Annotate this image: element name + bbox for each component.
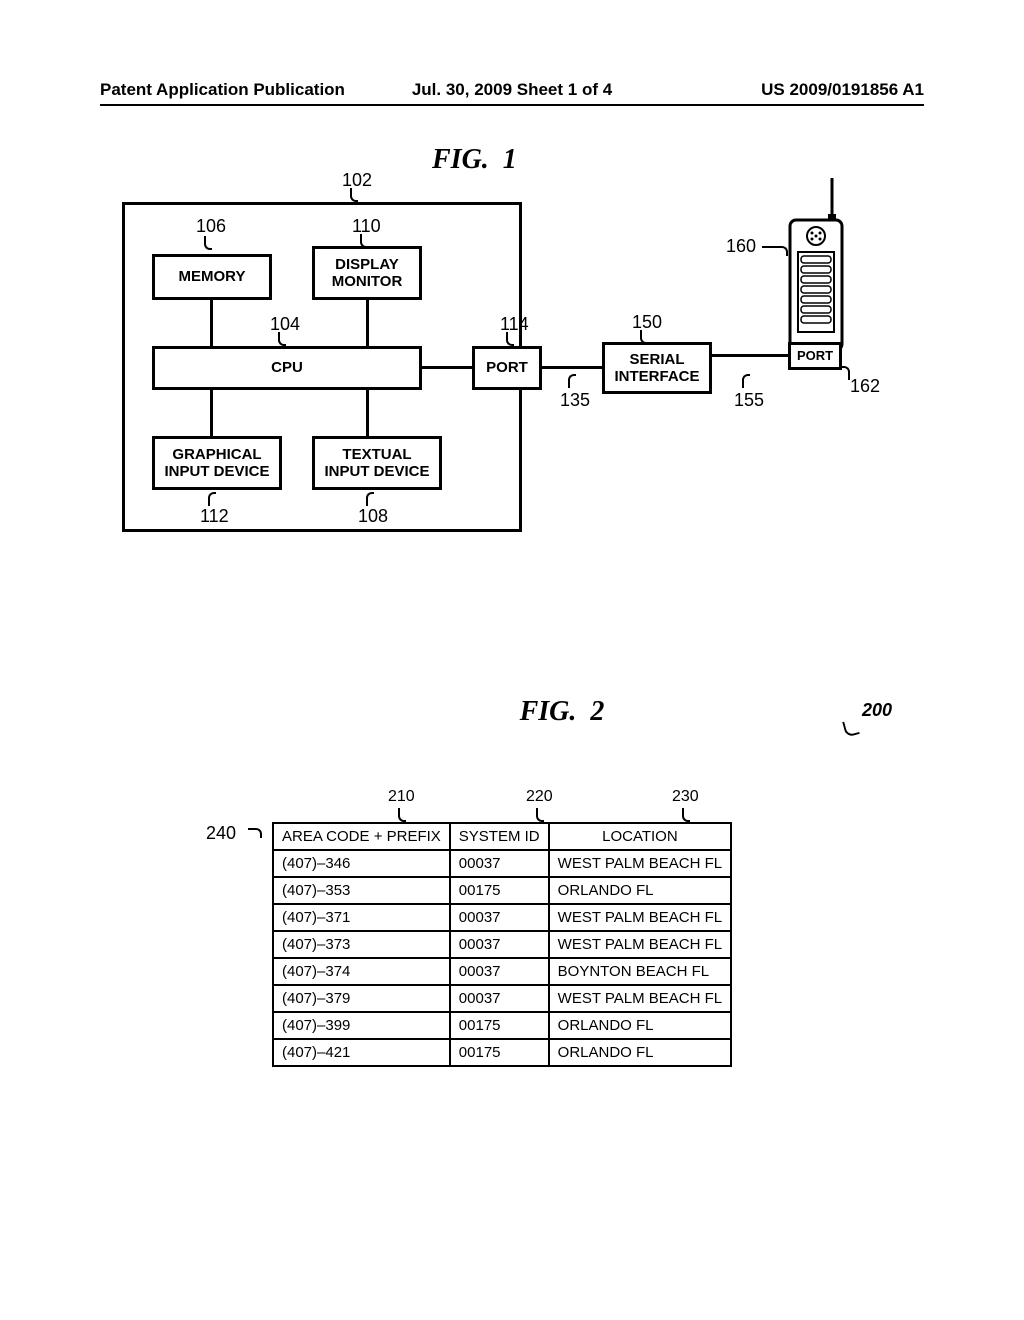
header-mid: Jul. 30, 2009 Sheet 1 of 4 bbox=[412, 80, 612, 100]
display-block: DISPLAY MONITOR bbox=[312, 246, 422, 300]
wire-cpu-port bbox=[422, 366, 472, 369]
lead-155 bbox=[742, 374, 750, 388]
phone-port-block: PORT bbox=[788, 342, 842, 370]
table-cell: WEST PALM BEACH FL bbox=[549, 985, 731, 1012]
page-header: Patent Application Publication Jul. 30, … bbox=[100, 80, 924, 106]
header-left: Patent Application Publication bbox=[100, 80, 412, 100]
table-cell: WEST PALM BEACH FL bbox=[549, 931, 731, 958]
col-location: LOCATION bbox=[549, 823, 731, 850]
table-cell: (407)–421 bbox=[273, 1039, 450, 1066]
ref-200: 200 bbox=[862, 700, 892, 721]
table-cell: BOYNTON BEACH FL bbox=[549, 958, 731, 985]
ref-106: 106 bbox=[196, 216, 226, 237]
table-row: (407)–42100175ORLANDO FL bbox=[273, 1039, 731, 1066]
patent-page: Patent Application Publication Jul. 30, … bbox=[0, 0, 1024, 1320]
ref-220: 220 bbox=[526, 788, 553, 806]
wire-mem-cpu bbox=[210, 300, 213, 346]
fig1-title-prefix: FIG. bbox=[432, 144, 489, 175]
memory-block: MEMORY bbox=[152, 254, 272, 300]
lead-160 bbox=[762, 246, 788, 256]
table-row: (407)–35300175ORLANDO FL bbox=[273, 877, 731, 904]
fig2-title-num: 2 bbox=[590, 696, 604, 727]
table-cell: 00037 bbox=[450, 958, 549, 985]
lead-200 bbox=[842, 718, 860, 737]
table-header-row: AREA CODE + PREFIX SYSTEM ID LOCATION bbox=[273, 823, 731, 850]
col-system-id: SYSTEM ID bbox=[450, 823, 549, 850]
lead-104 bbox=[278, 332, 286, 346]
table-cell: ORLANDO FL bbox=[549, 1012, 731, 1039]
table-cell: (407)–371 bbox=[273, 904, 450, 931]
ref-210: 210 bbox=[388, 788, 415, 806]
gid-block: GRAPHICAL INPUT DEVICE bbox=[152, 436, 282, 490]
lead-108 bbox=[366, 492, 374, 506]
serial-block: SERIAL INTERFACE bbox=[602, 342, 712, 394]
lead-102 bbox=[350, 188, 358, 202]
lead-110 bbox=[360, 234, 368, 248]
table-cell: ORLANDO FL bbox=[549, 1039, 731, 1066]
header-right: US 2009/0191856 A1 bbox=[612, 80, 924, 100]
wire-cpu-tid bbox=[366, 390, 369, 436]
wire-serial-phone bbox=[712, 354, 788, 357]
table-cell: WEST PALM BEACH FL bbox=[549, 850, 731, 877]
wire-disp-cpu bbox=[366, 300, 369, 346]
ref-240: 240 bbox=[206, 823, 236, 844]
table-row: (407)–34600037WEST PALM BEACH FL bbox=[273, 850, 731, 877]
table-cell: (407)–373 bbox=[273, 931, 450, 958]
table-row: (407)–37400037BOYNTON BEACH FL bbox=[273, 958, 731, 985]
ref-230: 230 bbox=[672, 788, 699, 806]
table-cell: 00037 bbox=[450, 985, 549, 1012]
fig1-title: FIG. 1 bbox=[432, 144, 517, 176]
col-area-prefix: AREA CODE + PREFIX bbox=[273, 823, 450, 850]
table-cell: 00175 bbox=[450, 877, 549, 904]
fig2-title-prefix: FIG. bbox=[520, 696, 577, 727]
lead-150 bbox=[640, 330, 648, 344]
fig1-title-num: 1 bbox=[503, 144, 517, 175]
lead-106 bbox=[204, 236, 212, 250]
table-cell: (407)–379 bbox=[273, 985, 450, 1012]
port-block: PORT bbox=[472, 346, 542, 390]
ref-160: 160 bbox=[726, 236, 756, 257]
table-cell: (407)–399 bbox=[273, 1012, 450, 1039]
lead-230 bbox=[682, 808, 690, 822]
tid-block: TEXTUAL INPUT DEVICE bbox=[312, 436, 442, 490]
ref-114: 114 bbox=[500, 314, 529, 335]
sid-table: AREA CODE + PREFIX SYSTEM ID LOCATION (4… bbox=[272, 822, 732, 1067]
figure-2: FIG. 2 200 210 220 230 240 AREA CODE + P… bbox=[212, 696, 812, 1067]
ref-108: 108 bbox=[358, 506, 388, 527]
table-cell: ORLANDO FL bbox=[549, 877, 731, 904]
lead-220 bbox=[536, 808, 544, 822]
table-row: (407)–37900037WEST PALM BEACH FL bbox=[273, 985, 731, 1012]
wire-cpu-gid bbox=[210, 390, 213, 436]
table-row: (407)–37300037WEST PALM BEACH FL bbox=[273, 931, 731, 958]
lead-240 bbox=[248, 828, 262, 838]
ref-112: 112 bbox=[200, 506, 229, 527]
table-cell: WEST PALM BEACH FL bbox=[549, 904, 731, 931]
figure-1: FIG. 1 102 MEMORY 106 DISPLAY MONITOR 11… bbox=[122, 166, 902, 546]
cpu-block: CPU bbox=[152, 346, 422, 390]
lead-162 bbox=[842, 366, 850, 380]
table-cell: (407)–374 bbox=[273, 958, 450, 985]
table-cell: 00175 bbox=[450, 1039, 549, 1066]
table-cell: 00037 bbox=[450, 931, 549, 958]
column-refs-row: 210 220 230 bbox=[272, 788, 812, 822]
table-cell: 00037 bbox=[450, 904, 549, 931]
ref-155: 155 bbox=[734, 390, 764, 411]
wire-port-serial bbox=[542, 366, 602, 369]
table-cell: 00037 bbox=[450, 850, 549, 877]
ref-135: 135 bbox=[560, 390, 590, 411]
table-row: (407)–39900175ORLANDO FL bbox=[273, 1012, 731, 1039]
table-cell: 00175 bbox=[450, 1012, 549, 1039]
fig2-title: FIG. 2 200 bbox=[292, 696, 832, 728]
lead-135 bbox=[568, 374, 576, 388]
lead-210 bbox=[398, 808, 406, 822]
table-cell: (407)–353 bbox=[273, 877, 450, 904]
table-row: (407)–37100037WEST PALM BEACH FL bbox=[273, 904, 731, 931]
table-cell: (407)–346 bbox=[273, 850, 450, 877]
lead-112 bbox=[208, 492, 216, 506]
lead-114 bbox=[506, 332, 514, 346]
ref-162: 162 bbox=[850, 376, 880, 397]
